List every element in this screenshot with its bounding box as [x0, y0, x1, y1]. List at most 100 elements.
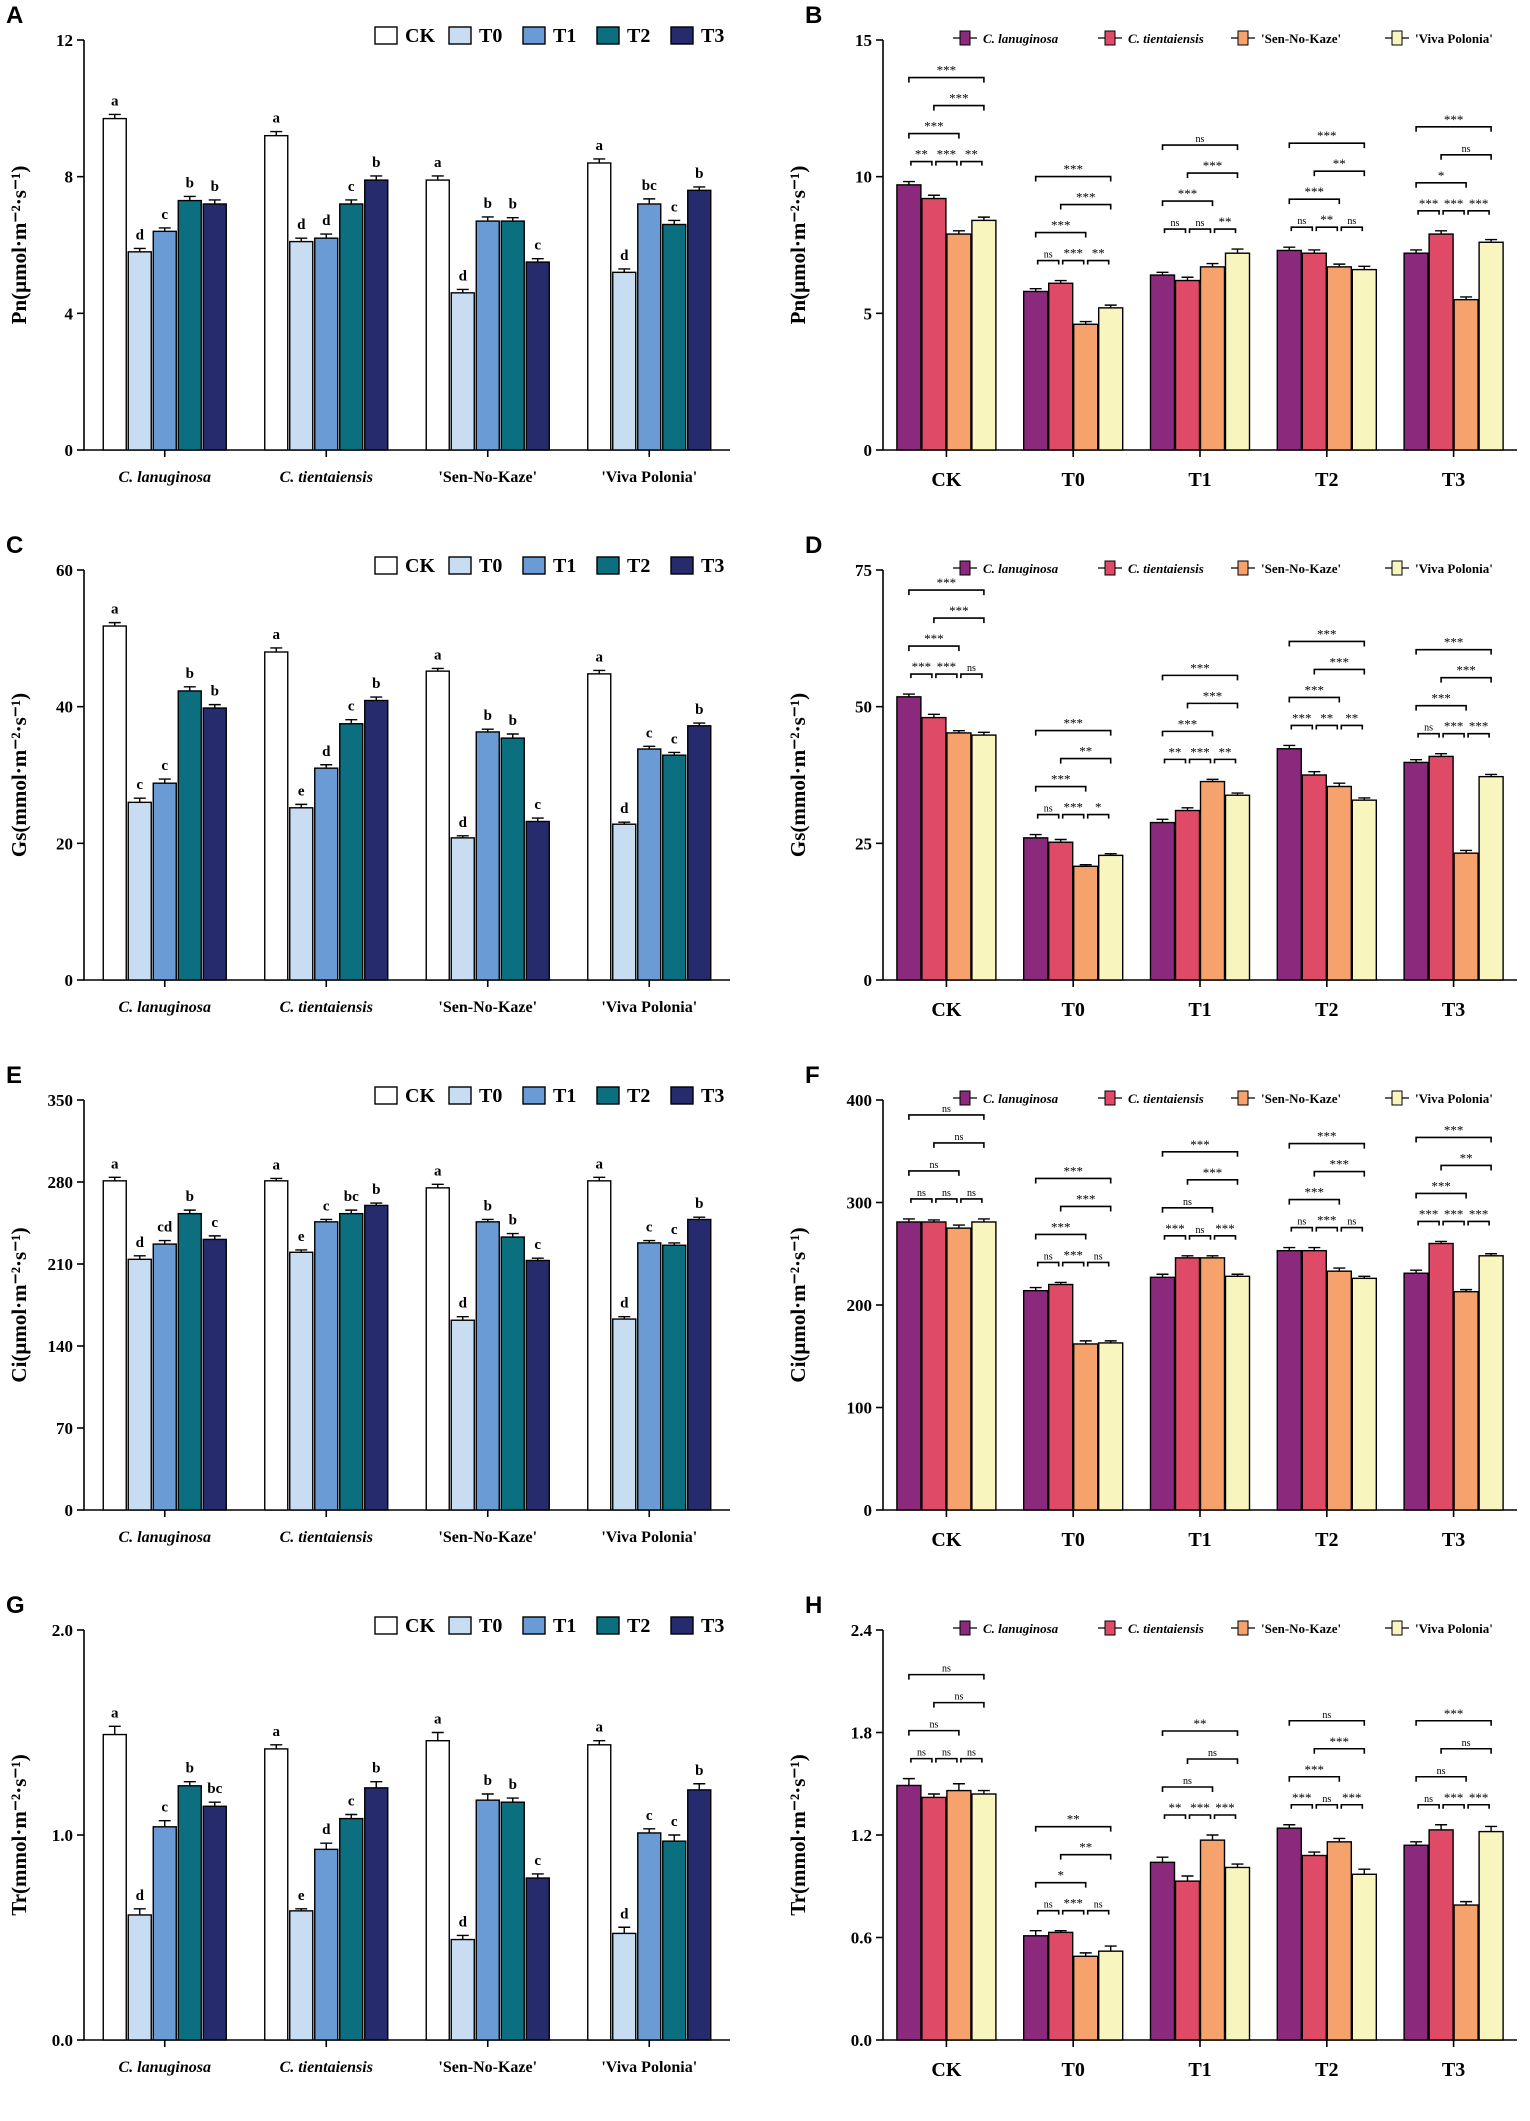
bar-t3	[525, 1877, 550, 2041]
comparison-bracket	[1415, 1136, 1492, 1143]
comparison-bracket	[908, 645, 960, 652]
error-bar	[1181, 1875, 1194, 1882]
bar--sen-no-kaze-	[1326, 785, 1352, 981]
bar-t3	[202, 1238, 227, 1511]
comparison-label: ns	[1044, 1900, 1053, 1911]
comparison-label: ns	[929, 1720, 938, 1731]
comparison-bracket	[1036, 1909, 1060, 1915]
error-bar	[1206, 1255, 1219, 1258]
comparison-label: ***	[1456, 663, 1476, 678]
error-bar	[1181, 276, 1194, 281]
error-bar	[902, 1218, 915, 1222]
error-bar	[593, 669, 606, 674]
significance-letter: b	[484, 708, 492, 724]
comparison-bracket	[1034, 175, 1112, 182]
legend-label: T1	[553, 25, 576, 47]
significance-letter: d	[459, 268, 468, 284]
comparison-label: ***	[1051, 1219, 1071, 1234]
significance-letter: a	[596, 649, 604, 665]
bar-t0	[127, 1914, 152, 2041]
significance-letter: d	[620, 248, 629, 264]
error-bar	[1283, 1246, 1296, 1251]
bar-t1	[314, 767, 339, 981]
legend-swatch	[1391, 1620, 1403, 1636]
error-bar	[1283, 1824, 1296, 1829]
bar-c-lanuginosa	[896, 1221, 922, 1511]
y-tick-label: 140	[48, 1337, 74, 1356]
bar--viva-polonia-	[1351, 1873, 1377, 2041]
significance-letter: a	[596, 138, 604, 154]
comparison-bracket	[1163, 1814, 1187, 1819]
error-bar	[1333, 1837, 1346, 1842]
legend-swatch	[596, 26, 620, 45]
error-bar	[1054, 838, 1067, 843]
comparison-bracket	[1467, 1220, 1490, 1226]
bar-t2	[177, 1212, 202, 1511]
error-bar	[208, 1235, 221, 1240]
error-bar	[1435, 230, 1448, 235]
comparison-bracket	[1288, 1719, 1366, 1726]
bar-c-tientaiensis	[921, 197, 947, 451]
error-bar	[1029, 288, 1042, 292]
error-bar	[693, 1783, 706, 1790]
comparison-bracket	[1415, 1192, 1467, 1199]
comparison-label: ns	[929, 1160, 938, 1171]
bar-t2	[662, 223, 687, 451]
bar-t0	[450, 837, 475, 981]
comparison-label: ***	[1444, 635, 1464, 650]
comparison-label: ns	[1347, 216, 1356, 227]
comparison-bracket	[1036, 259, 1060, 265]
bar-t3	[687, 189, 712, 451]
comparison-bracket	[1290, 1803, 1314, 1809]
error-bar	[693, 186, 706, 191]
comparison-label: ns	[1094, 1251, 1103, 1262]
error-bar	[295, 803, 308, 808]
bar-t1	[152, 230, 177, 451]
bar-t1	[475, 1799, 500, 2041]
bar-t2	[177, 199, 202, 451]
legend-swatch	[522, 26, 546, 45]
comparison-bracket	[1415, 704, 1467, 711]
error-bar	[1231, 1863, 1244, 1868]
comparison-label: ***	[1444, 1706, 1464, 1721]
y-tick-label: 210	[48, 1255, 74, 1274]
legend-swatch	[596, 1086, 620, 1105]
panel-H: H Tr(mmol·m⁻²·s⁻¹) 0.0 0.6 1.2 1.8 2.4 CK T0 T1 T…	[765, 1590, 1530, 2121]
error-bar	[1308, 771, 1321, 775]
legend-label: T3	[701, 1085, 724, 1107]
comparison-bracket	[960, 673, 983, 679]
y-tick-label: 2.4	[851, 1621, 873, 1640]
bar--viva-polonia-	[1224, 1275, 1251, 1511]
legend-label: T2	[627, 555, 650, 577]
comparison-label: ns	[1424, 723, 1433, 734]
bar-c-tientaiensis	[1048, 1283, 1074, 1511]
comparison-bracket	[933, 617, 985, 624]
bar--sen-no-kaze-	[1199, 1257, 1226, 1511]
comparison-bracket	[1213, 758, 1237, 764]
x-tick-label: CK	[931, 2059, 961, 2081]
bar-ck	[264, 1180, 289, 1511]
comparison-label: ns	[1347, 1217, 1356, 1228]
error-bar	[618, 268, 631, 273]
error-bar	[1231, 792, 1244, 796]
comparison-label: ***	[1469, 196, 1489, 211]
error-bar	[270, 647, 283, 652]
y-tick-label: 4	[65, 304, 74, 323]
comparison-label: *	[1095, 800, 1102, 815]
comparison-bracket	[1313, 1747, 1366, 1754]
comparison-label: ns	[1171, 218, 1180, 229]
comparison-bracket	[1188, 1814, 1212, 1819]
error-bar	[1283, 246, 1296, 251]
error-bar	[618, 1316, 631, 1320]
error-bar	[506, 1797, 519, 1803]
error-bar	[1410, 249, 1423, 254]
error-bar	[506, 1232, 519, 1238]
comparison-label: ***	[1076, 190, 1096, 205]
bar-t1	[152, 782, 177, 981]
y-tick-label: 350	[48, 1091, 74, 1110]
bar-ck	[102, 625, 127, 981]
panel-E: E Ci(μmol·m⁻²·s⁻¹) 0 70 140 210 280 350 C. lanu…	[0, 1060, 765, 1590]
y-tick-label: 20	[56, 834, 73, 853]
bar-c-lanuginosa	[1403, 761, 1429, 981]
legend-label: CK	[405, 25, 435, 47]
